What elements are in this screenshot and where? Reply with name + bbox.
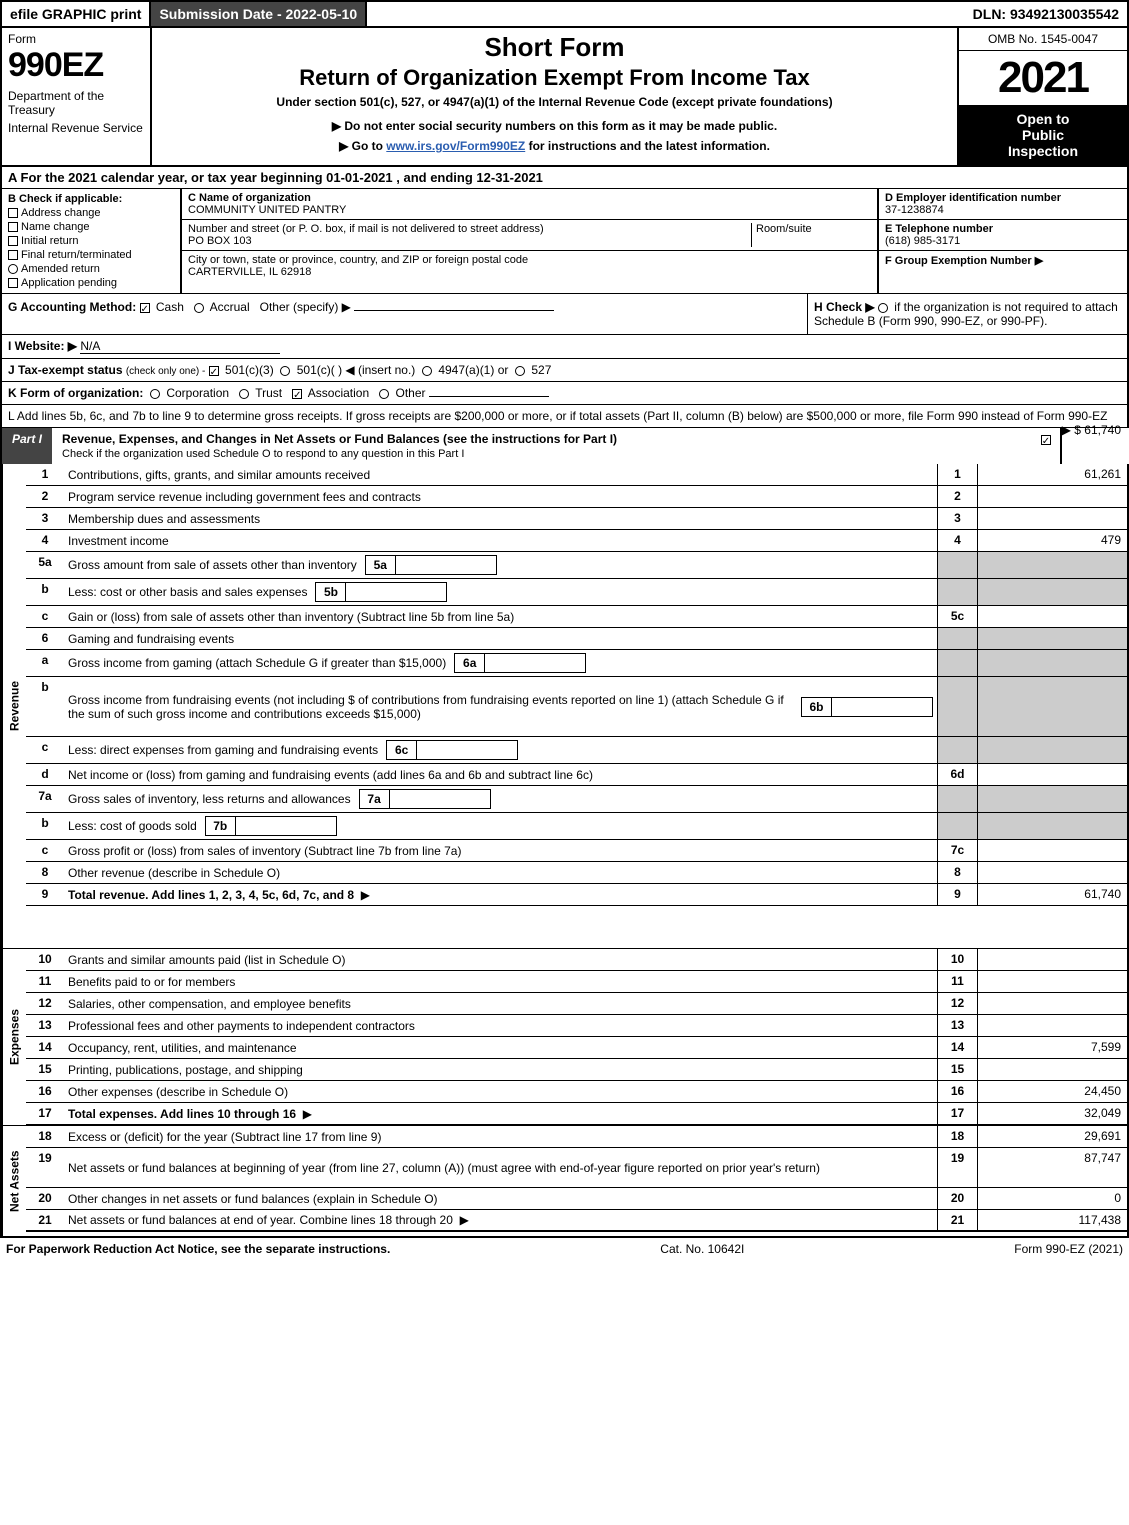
- group-exemption: F Group Exemption Number ▶: [885, 255, 1043, 267]
- irs-link[interactable]: www.irs.gov/Form990EZ: [386, 139, 525, 153]
- under-section: Under section 501(c), 527, or 4947(a)(1)…: [158, 95, 951, 109]
- line-5b-value: [346, 583, 446, 601]
- chk-amended-return[interactable]: Amended return: [8, 263, 174, 275]
- gh-row: G Accounting Method: Cash Accrual Other …: [0, 294, 1129, 335]
- column-c-org-info: C Name of organization COMMUNITY UNITED …: [182, 189, 877, 293]
- row-l-gross-receipts: L Add lines 5b, 6c, and 7b to line 9 to …: [0, 405, 1129, 428]
- chk-501c3[interactable]: [209, 366, 219, 376]
- form-header: Form 990EZ Department of the Treasury In…: [0, 28, 1129, 167]
- line-7a-value: [390, 790, 490, 808]
- line-6a-value: [485, 654, 585, 672]
- ein: 37-1238874: [885, 204, 944, 216]
- line-17-value: 32,049: [977, 1103, 1127, 1124]
- ssn-warning: ▶ Do not enter social security numbers o…: [158, 119, 951, 133]
- chk-4947[interactable]: [422, 366, 432, 376]
- page-footer: For Paperwork Reduction Act Notice, see …: [0, 1236, 1129, 1260]
- line-11-value: [977, 971, 1127, 992]
- chk-accrual[interactable]: [194, 303, 204, 313]
- line-12-value: [977, 993, 1127, 1014]
- dept-treasury: Department of the Treasury: [8, 89, 144, 117]
- chk-corporation[interactable]: [150, 389, 160, 399]
- website-value: N/A: [80, 339, 280, 354]
- open-to-public: Open to Public Inspection: [959, 105, 1127, 165]
- line-14-value: 7,599: [977, 1037, 1127, 1058]
- column-def: D Employer identification number 37-1238…: [877, 189, 1127, 293]
- chk-schedule-o-part1[interactable]: [1041, 435, 1051, 445]
- net-assets-label: Net Assets: [2, 1126, 26, 1236]
- gross-receipts-value: ▶ $ 61,740: [1062, 423, 1121, 437]
- top-bar: efile GRAPHIC print Submission Date - 20…: [0, 0, 1129, 28]
- form-label: Form: [8, 32, 144, 46]
- chk-application-pending[interactable]: Application pending: [8, 277, 174, 289]
- info-grid: B Check if applicable: Address change Na…: [0, 189, 1129, 294]
- column-b-checkboxes: B Check if applicable: Address change Na…: [2, 189, 182, 293]
- other-specify-input[interactable]: [354, 310, 554, 311]
- chk-final-return[interactable]: Final return/terminated: [8, 249, 174, 261]
- row-j-tax-exempt: J Tax-exempt status (check only one) - 5…: [0, 359, 1129, 382]
- part-1-table: Revenue 1Contributions, gifts, grants, a…: [0, 464, 1129, 1236]
- chk-schedule-b[interactable]: [878, 303, 888, 313]
- chk-association[interactable]: [292, 389, 302, 399]
- chk-other-org[interactable]: [379, 389, 389, 399]
- line-15-value: [977, 1059, 1127, 1080]
- phone: (618) 985-3171: [885, 235, 960, 247]
- chk-address-change[interactable]: Address change: [8, 207, 174, 219]
- goto-instructions: ▶ Go to www.irs.gov/Form990EZ for instru…: [158, 139, 951, 153]
- catalog-number: Cat. No. 10642I: [660, 1242, 744, 1256]
- chk-501c[interactable]: [280, 366, 290, 376]
- form-number: 990EZ: [8, 46, 144, 85]
- expenses-label: Expenses: [2, 949, 26, 1125]
- line-20-value: 0: [977, 1188, 1127, 1209]
- line-7c-value: [977, 840, 1127, 861]
- row-i-website: I Website: ▶ N/A: [0, 335, 1129, 359]
- tax-year: 2021: [959, 51, 1127, 105]
- line-18-value: 29,691: [977, 1126, 1127, 1147]
- line-10-value: [977, 949, 1127, 970]
- line-16-value: 24,450: [977, 1081, 1127, 1102]
- line-7b-value: [236, 817, 336, 835]
- chk-527[interactable]: [515, 366, 525, 376]
- dln: DLN: 93492130035542: [965, 2, 1127, 26]
- row-k-form-of-org: K Form of organization: Corporation Trus…: [0, 382, 1129, 405]
- line-13-value: [977, 1015, 1127, 1036]
- chk-trust[interactable]: [239, 389, 249, 399]
- room-suite: Room/suite: [751, 223, 871, 247]
- chk-name-change[interactable]: Name change: [8, 221, 174, 233]
- line-6c-value: [417, 741, 517, 759]
- efile-label[interactable]: efile GRAPHIC print: [2, 2, 151, 26]
- line-6d-value: [977, 764, 1127, 785]
- line-19-value: 87,747: [977, 1148, 1127, 1187]
- org-address: PO BOX 103: [188, 235, 252, 247]
- paperwork-notice: For Paperwork Reduction Act Notice, see …: [6, 1242, 390, 1256]
- chk-initial-return[interactable]: Initial return: [8, 235, 174, 247]
- line-8-value: [977, 862, 1127, 883]
- org-city-state-zip: CARTERVILLE, IL 62918: [188, 266, 311, 278]
- submission-date: Submission Date - 2022-05-10: [151, 2, 367, 26]
- short-form-title: Short Form: [158, 32, 951, 63]
- chk-cash[interactable]: [140, 303, 150, 313]
- return-title: Return of Organization Exempt From Incom…: [158, 65, 951, 91]
- revenue-label: Revenue: [2, 464, 26, 948]
- form-footer-label: Form 990-EZ (2021): [1014, 1242, 1123, 1256]
- dept-irs: Internal Revenue Service: [8, 121, 144, 135]
- line-3-value: [977, 508, 1127, 529]
- line-21-value: 117,438: [977, 1210, 1127, 1230]
- line-5a-value: [396, 556, 496, 574]
- part-1-header: Part I Revenue, Expenses, and Changes in…: [0, 428, 1062, 464]
- org-name: COMMUNITY UNITED PANTRY: [188, 204, 346, 216]
- line-9-value: 61,740: [977, 884, 1127, 905]
- section-a-calendar-year: A For the 2021 calendar year, or tax yea…: [0, 167, 1129, 189]
- line-5c-value: [977, 606, 1127, 627]
- line-6b-value: [832, 698, 932, 716]
- line-2-value: [977, 486, 1127, 507]
- omb-number: OMB No. 1545-0047: [959, 28, 1127, 51]
- line-1-value: 61,261: [977, 464, 1127, 485]
- line-4-value: 479: [977, 530, 1127, 551]
